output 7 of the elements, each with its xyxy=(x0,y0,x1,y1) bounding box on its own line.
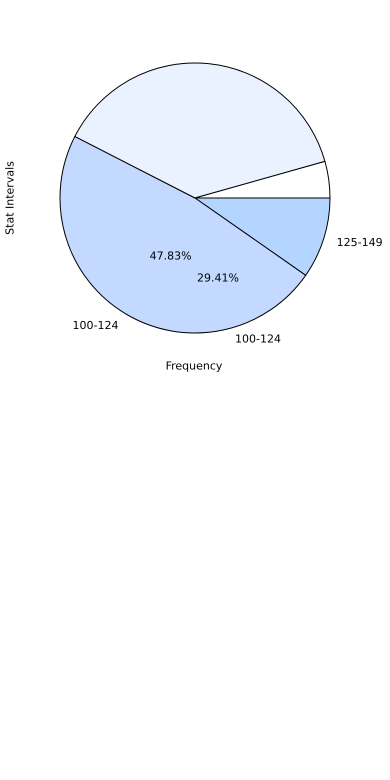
text: Frequency xyxy=(166,360,223,372)
text: 100-124 xyxy=(235,332,281,346)
slice-label: 100-124 xyxy=(72,318,118,332)
text: 29.41% xyxy=(197,272,239,284)
data-label: 47.83% xyxy=(150,249,192,262)
slice-label: 125-149 xyxy=(336,236,383,250)
text: Stat Intervals xyxy=(4,160,16,235)
